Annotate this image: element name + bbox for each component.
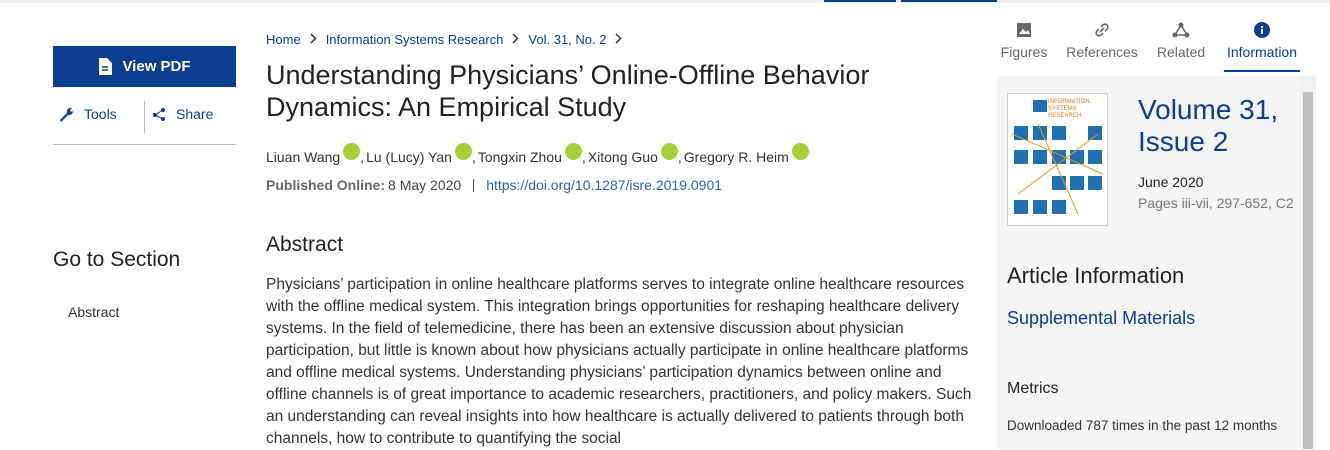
section-link[interactable]: Abstract bbox=[68, 304, 120, 320]
chevron bbox=[612, 32, 625, 47]
divider bbox=[144, 101, 145, 133]
top-button[interactable] bbox=[824, 0, 896, 2]
scrollbar-thumb[interactable] bbox=[1303, 92, 1313, 449]
orcid-icon[interactable] bbox=[343, 143, 361, 160]
author: Lu (Lucy) Yan bbox=[366, 143, 476, 165]
breadcrumb-link[interactable]: Information Systems Research bbox=[325, 32, 504, 47]
issue-date: June 2020 bbox=[1138, 174, 1204, 190]
tab-underline bbox=[1224, 70, 1300, 72]
tab[interactable]: Figures bbox=[1000, 22, 1048, 60]
metrics-heading: Metrics bbox=[1007, 380, 1059, 397]
author-name[interactable]: Lu (Lucy) Yan bbox=[366, 149, 452, 165]
orcid-icon[interactable] bbox=[791, 143, 809, 160]
author: Xitong Guo bbox=[587, 143, 682, 165]
breadcrumb-link[interactable]: Home bbox=[266, 32, 301, 47]
orcid-icon[interactable] bbox=[454, 143, 472, 160]
share-button[interactable]: Share bbox=[152, 106, 213, 122]
top-button[interactable] bbox=[901, 0, 997, 2]
panel-heading: Article Information bbox=[1007, 263, 1185, 288]
supplemental-link[interactable]: Supplemental Materials bbox=[1007, 308, 1196, 328]
doi-link[interactable]: https://doi.org/10.1287/isre.2019.0901 bbox=[486, 177, 723, 193]
label: Share bbox=[176, 106, 214, 122]
top-strip bbox=[0, 0, 1330, 3]
tab-label: Information bbox=[1226, 44, 1298, 60]
author-name[interactable]: Gregory R. Heim bbox=[683, 149, 789, 165]
abstract-heading: Abstract bbox=[266, 233, 344, 256]
tab-label: References bbox=[1066, 44, 1138, 60]
author-name[interactable]: Liuan Wang bbox=[266, 149, 341, 165]
published: Published Online: 8 May 2020 https://doi… bbox=[266, 177, 722, 193]
label: Tools bbox=[84, 106, 117, 122]
article-title: Understanding Physicians’ Online-Offline… bbox=[266, 60, 870, 122]
author-name[interactable]: Xitong Guo bbox=[587, 149, 658, 165]
orcid-icon[interactable] bbox=[660, 143, 678, 160]
chevron bbox=[509, 32, 522, 47]
author: Liuan Wang bbox=[266, 143, 364, 165]
issue-pages: Pages iii-vii, 297-652, C2 bbox=[1138, 195, 1294, 211]
volume-link[interactable]: Volume 31, Issue 2 bbox=[1138, 94, 1279, 157]
tab-active[interactable]: Information bbox=[1224, 22, 1300, 60]
tab[interactable]: Related bbox=[1156, 22, 1206, 60]
tab-label: Related bbox=[1156, 44, 1206, 60]
downloads: Downloaded 787 times in the past 12 mont… bbox=[1007, 418, 1278, 433]
button-label: View PDF bbox=[122, 58, 191, 75]
breadcrumb-link[interactable]: Vol. 31, No. 2 bbox=[528, 32, 607, 47]
tab[interactable]: References bbox=[1066, 22, 1138, 60]
section-heading: Go to Section bbox=[53, 248, 181, 271]
author: Tongxin Zhou bbox=[477, 143, 586, 165]
cover-image: INFORMATION SYSTEMS RESEARCH bbox=[1007, 93, 1108, 226]
tools-button[interactable]: Tools bbox=[58, 106, 117, 122]
view-pdf-button[interactable]: View PDF bbox=[53, 46, 236, 87]
author-name[interactable]: Tongxin Zhou bbox=[477, 149, 562, 165]
published-date: 8 May 2020 bbox=[388, 177, 462, 193]
separator bbox=[473, 178, 475, 192]
tab-label: Figures bbox=[1000, 44, 1048, 60]
author: Gregory R. Heim bbox=[683, 143, 809, 165]
authors: Liuan Wang Lu (Lucy) Yan Tongxin Zhou Xiton… bbox=[266, 143, 811, 165]
chevron bbox=[307, 32, 320, 47]
orcid-icon[interactable] bbox=[564, 143, 582, 160]
divider bbox=[53, 144, 236, 145]
breadcrumb: Home Information Systems Research Vol. 31,… bbox=[266, 32, 625, 47]
cover-title: INFORMATION SYSTEMS RESEARCH bbox=[1048, 99, 1090, 119]
published-label: Published Online: bbox=[266, 177, 386, 193]
abstract-text: Physicians’ participation in online heal… bbox=[266, 276, 972, 447]
